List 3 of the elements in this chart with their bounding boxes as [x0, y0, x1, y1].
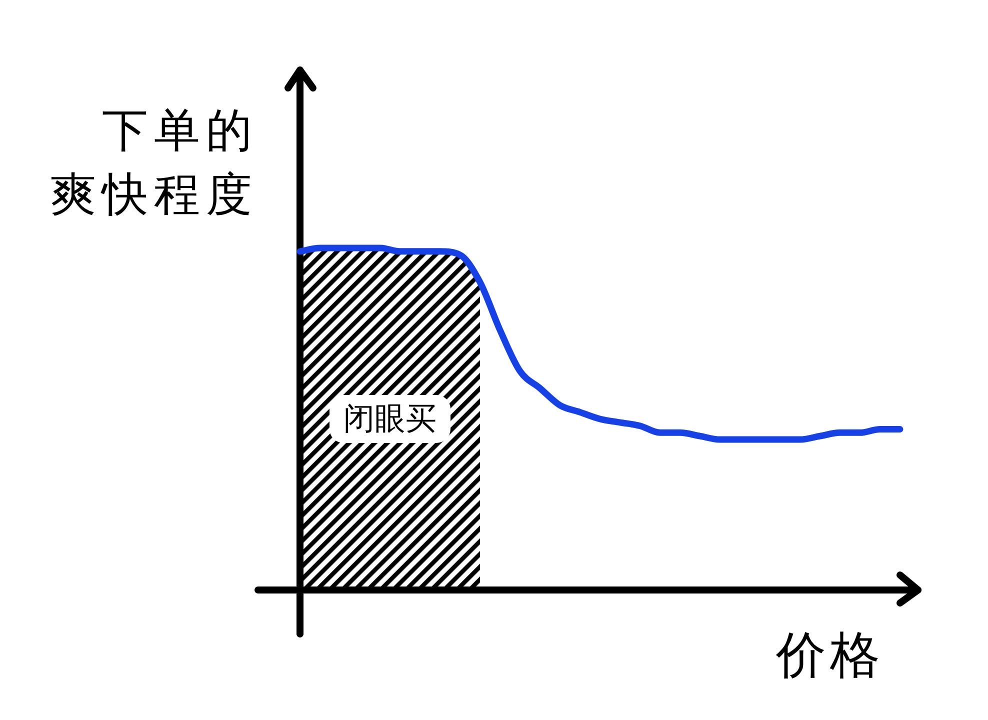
series-label: 闭眼买: [344, 401, 436, 437]
y-axis-title: 下单的爽快程度: [50, 103, 258, 221]
x-axis-title: 价格: [775, 626, 884, 684]
